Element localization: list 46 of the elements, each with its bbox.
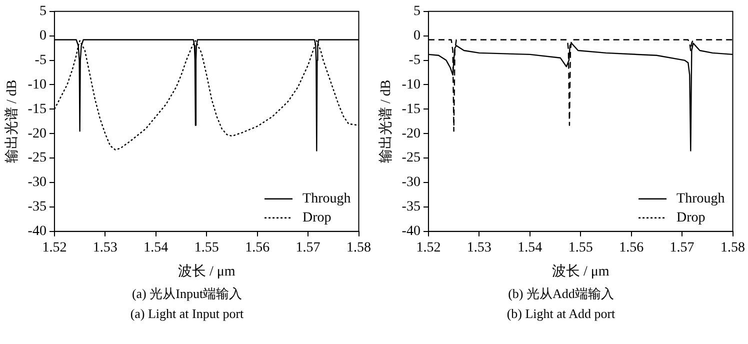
y-tick-label: -5: [34, 52, 46, 68]
y-tick-label: -15: [28, 102, 46, 117]
x-tick-label: 1.57: [296, 240, 320, 256]
y-tick-label: 5: [39, 4, 46, 20]
y-tick-label: -30: [28, 175, 46, 190]
x-tick-label: 1.58: [346, 240, 371, 256]
x-tick-label: 1.56: [245, 240, 270, 256]
x-tick-label: 1.52: [416, 240, 441, 256]
x-tick-label: 1.53: [92, 240, 118, 256]
y-tick-label: -10: [402, 77, 420, 92]
y-tick-label: -15: [402, 102, 420, 117]
y-tick-label: 0: [39, 28, 46, 44]
legend-label: Through: [676, 192, 725, 207]
x-axis-title: 波长 / μm: [178, 263, 236, 280]
x-tick-label: 1.55: [194, 240, 219, 256]
y-tick-label: -25: [28, 150, 46, 166]
legend-label: Drop: [302, 210, 332, 226]
x-tick-label: 1.55: [568, 240, 593, 256]
x-axis-title: 波长 / μm: [552, 263, 610, 280]
y-tick-label: -20: [28, 126, 46, 142]
y-tick-label: -40: [28, 224, 46, 240]
y-tick-label: 0: [413, 28, 420, 44]
y-tick-label: -35: [28, 200, 46, 215]
y-tick-label: -5: [408, 52, 420, 68]
y-tick-label: -40: [402, 224, 420, 240]
x-tick-label: 1.58: [720, 240, 745, 256]
legend-label: Drop: [676, 210, 706, 226]
x-tick-label: 1.54: [518, 240, 542, 256]
text: (b) 光从Add端输入: [507, 285, 615, 303]
x-tick-label: 1.56: [619, 240, 644, 256]
y-tick-label: 5: [413, 4, 420, 20]
text: (a) 光从Input端输入: [130, 285, 244, 303]
y-axis-title: 输出光谱 / dB: [378, 80, 394, 164]
y-tick-label: -10: [28, 77, 46, 92]
y-tick-label: -30: [402, 175, 420, 190]
text: (b) Light at Add port: [506, 305, 616, 323]
legend-label: Through: [302, 192, 351, 207]
y-tick-label: -35: [402, 200, 420, 215]
y-tick-label: -25: [402, 150, 420, 166]
x-tick-label: 1.52: [42, 240, 67, 256]
x-tick-label: 1.57: [670, 240, 694, 256]
y-axis-title: 输出光谱 / dB: [4, 80, 20, 164]
text: (a) Light at Input port: [129, 305, 245, 323]
x-tick-label: 1.53: [466, 240, 492, 256]
x-tick-label: 1.54: [144, 240, 168, 256]
y-tick-label: -20: [402, 126, 420, 142]
